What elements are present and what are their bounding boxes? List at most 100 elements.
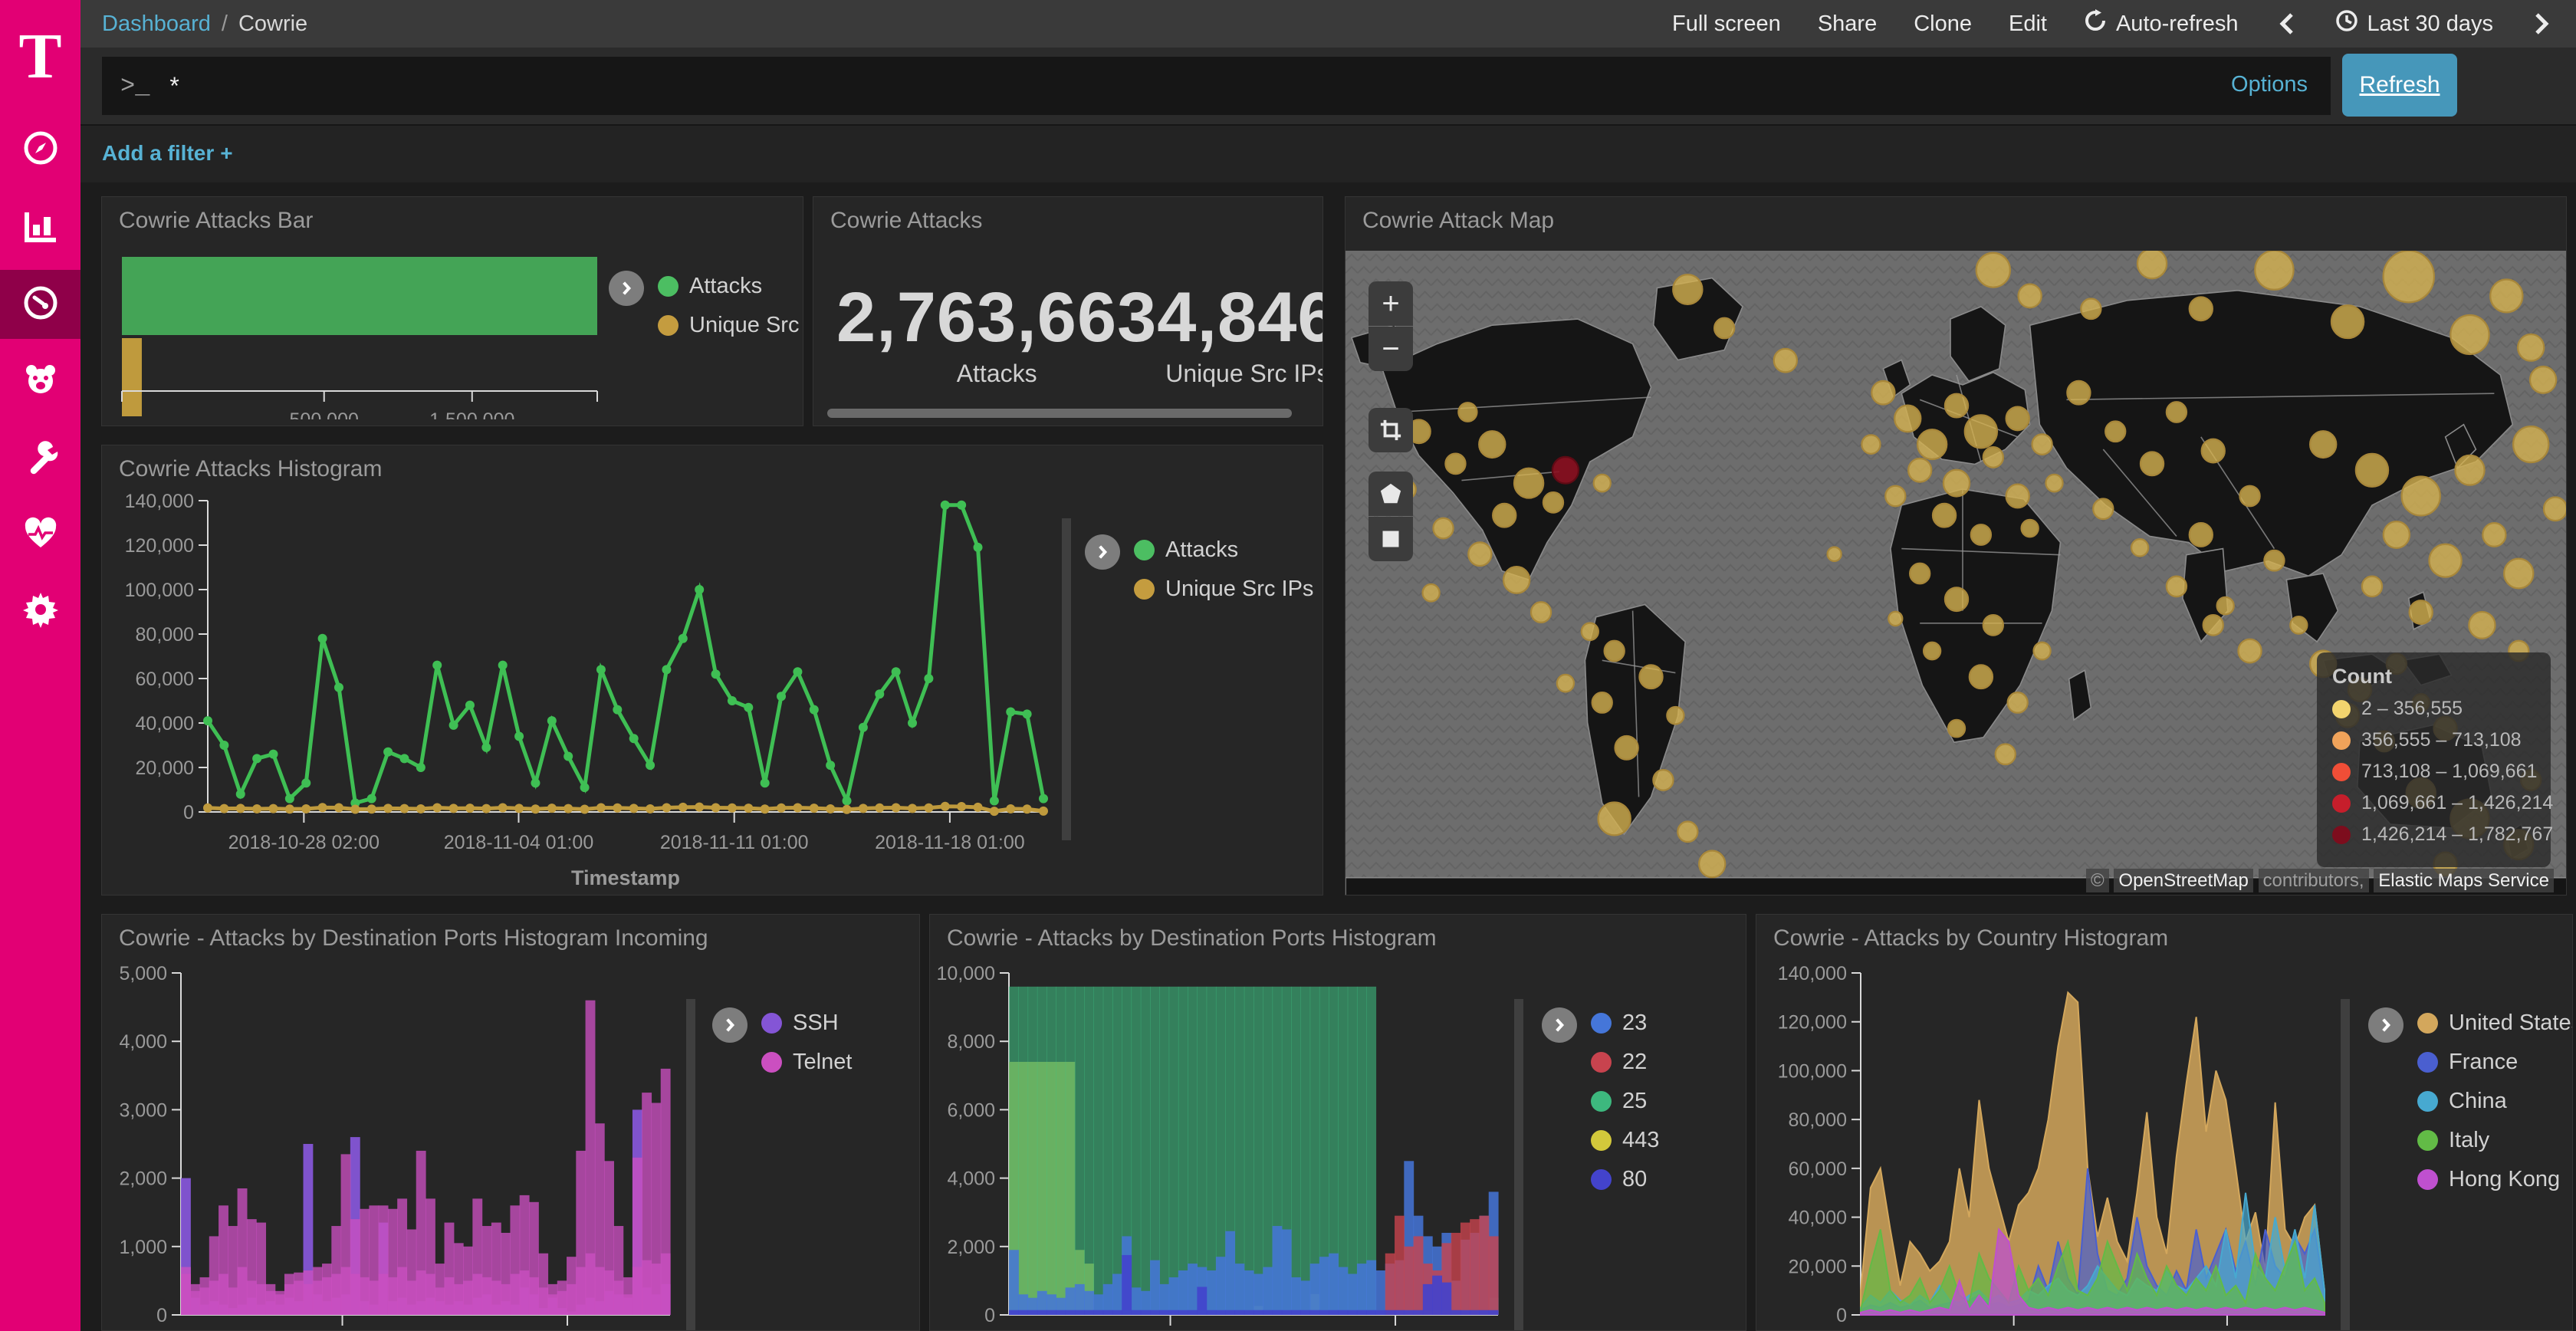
legend-item[interactable]: 23	[1591, 1011, 1659, 1036]
attacks-histogram-chart[interactable]: 0 20,000 40,000 60,000 80,000 100,000 120,000 1…	[110, 490, 1053, 889]
svg-text:80,000: 80,000	[136, 624, 194, 646]
share-button[interactable]: Share	[1817, 11, 1878, 36]
legend-item[interactable]: 25	[1591, 1089, 1659, 1114]
legend-label: 2 – 356,555	[2361, 698, 2463, 719]
svg-text:5,000: 5,000	[119, 963, 167, 984]
svg-text:140,000: 140,000	[125, 491, 194, 512]
world-map[interactable]	[1346, 251, 2566, 895]
sidebar-item-monitoring[interactable]	[0, 500, 80, 569]
breadcrumb-dashboard-link[interactable]: Dashboard	[102, 11, 211, 36]
auto-refresh-button[interactable]: Auto-refresh	[2084, 9, 2239, 38]
map-zoom-out-button[interactable]: −	[1368, 327, 1413, 371]
svg-text:140,000: 140,000	[1778, 963, 1847, 984]
panel-cowrie-attacks-bar: Cowrie Attacks Bar 500,000 1,500,000 Atta…	[101, 196, 803, 426]
metric-attacks: 2,763,663 Attacks	[836, 278, 1157, 388]
edit-button[interactable]: Edit	[2008, 11, 2047, 36]
legend-item[interactable]: Unique Src IPs	[1134, 577, 1313, 602]
legend-label: France	[2449, 1050, 2518, 1074]
time-back-button[interactable]	[2275, 12, 2298, 35]
legend-label: Italy	[2449, 1128, 2490, 1152]
sidebar-item-management[interactable]	[0, 577, 80, 646]
svg-text:100,000: 100,000	[1778, 1060, 1847, 1082]
map-legend-item: 1,426,214 – 1,782,767	[2332, 823, 2553, 846]
legend-item[interactable]: 22	[1591, 1050, 1659, 1075]
legend-color-dot	[2417, 1091, 2438, 1112]
svg-text:6,000: 6,000	[947, 1099, 995, 1121]
time-forward-button[interactable]	[2530, 12, 2553, 35]
add-filter-button[interactable]: Add a filter +	[102, 141, 233, 165]
sidebar-item-dev-tools[interactable]	[0, 423, 80, 492]
legend-item[interactable]: 80	[1591, 1167, 1659, 1192]
full-screen-button[interactable]: Full screen	[1671, 11, 1781, 36]
plus-icon: +	[220, 141, 233, 165]
elastic-maps-link[interactable]: Elastic Maps Service	[2374, 869, 2554, 892]
map-draw-rectangle-button[interactable]	[1368, 517, 1413, 561]
legend-toggle-button[interactable]	[1085, 534, 1120, 570]
attack-map[interactable]: + − Count 2 – 356,555 356,555 – 713,108 71…	[1346, 251, 2566, 895]
sidebar-item-dashboard[interactable]	[0, 270, 80, 339]
metric-unique-src-ips: 4,846 Unique Src IPs	[1157, 278, 1323, 388]
svg-text:2,000: 2,000	[119, 1168, 167, 1190]
gear-icon	[22, 591, 59, 632]
sidebar-item-visualize[interactable]	[0, 193, 80, 262]
refresh-button[interactable]: Refresh	[2342, 54, 2457, 117]
top-nav-bar: Dashboard / Cowrie Full screen Share Clo…	[80, 0, 2576, 48]
legend-title: Count	[2332, 665, 2392, 688]
legend-item[interactable]: Italy	[2417, 1128, 2572, 1153]
legend-label: 1,426,214 – 1,782,767	[2361, 823, 2554, 845]
polygon-icon	[1380, 483, 1401, 504]
legend-item[interactable]: SSH	[761, 1011, 852, 1036]
legend-item[interactable]: Unique Src IPs	[658, 313, 803, 338]
legend-item[interactable]: China	[2417, 1089, 2572, 1114]
clone-button[interactable]: Clone	[1914, 11, 1972, 36]
map-draw-polygon-button[interactable]	[1368, 472, 1413, 516]
legend-scrollbar[interactable]	[2341, 999, 2350, 1330]
sidebar-item-discover[interactable]	[0, 115, 80, 184]
refresh-cycle-icon	[2084, 9, 2107, 38]
search-query-input[interactable]: >_ *	[102, 57, 2331, 115]
attacks-bar-chart[interactable]: 500,000 1,500,000	[116, 243, 606, 419]
legend-toggle-button[interactable]	[712, 1007, 748, 1043]
legend-label: 80	[1622, 1167, 1648, 1191]
horizontal-scrollbar[interactable]	[827, 409, 1292, 418]
legend-item[interactable]: United States	[2417, 1011, 2572, 1036]
heartbeat-icon	[22, 514, 59, 555]
legend-label: Unique Src IPs	[1165, 577, 1314, 601]
rectangle-icon	[1382, 531, 1399, 547]
panel-title: Cowrie Attacks Histogram	[119, 456, 383, 481]
map-fit-bounds-button[interactable]	[1368, 408, 1413, 452]
legend-toggle-button[interactable]	[2368, 1007, 2404, 1043]
legend-scrollbar[interactable]	[1514, 999, 1523, 1330]
metric-label: Unique Src IPs	[1165, 360, 1323, 387]
legend-scrollbar[interactable]	[686, 999, 695, 1330]
terminal-prompt-icon: >_	[120, 71, 150, 100]
clock-icon	[2335, 9, 2358, 38]
breadcrumb: Dashboard / Cowrie	[102, 12, 307, 37]
time-range-picker[interactable]: Last 30 days	[2335, 9, 2493, 38]
map-zoom-in-button[interactable]: +	[1368, 281, 1413, 326]
legend-item[interactable]: 443	[1591, 1128, 1659, 1153]
legend-toggle-button[interactable]	[609, 271, 644, 306]
legend-item[interactable]: France	[2417, 1050, 2572, 1075]
bar-chart-icon	[22, 208, 59, 248]
svg-text:2018-11-11 01:00: 2018-11-11 01:00	[660, 832, 809, 853]
svg-text:10,000: 10,000	[937, 963, 995, 984]
filter-bar: Add a filter +	[80, 124, 2576, 182]
openstreetmap-link[interactable]: OpenStreetMap	[2114, 869, 2253, 892]
legend-scrollbar[interactable]	[1062, 518, 1071, 840]
query-value: *	[169, 71, 179, 100]
legend-label: 443	[1622, 1128, 1660, 1152]
legend-item[interactable]: Hong Kong	[2417, 1167, 2572, 1192]
sidebar-item-timelion[interactable]	[0, 347, 80, 416]
options-link[interactable]: Options	[2231, 72, 2308, 97]
country-histogram-chart[interactable]: 0 20,000 40,000 60,000 80,000 100,000 120,000 1…	[1763, 962, 2334, 1331]
legend-item[interactable]: Telnet	[761, 1050, 852, 1075]
legend-toggle-button[interactable]	[1542, 1007, 1577, 1043]
metric-value: 2,763,663	[836, 278, 1158, 357]
legend-item[interactable]: Attacks	[658, 274, 803, 299]
lion-face-icon	[22, 361, 59, 402]
legend-color-dot	[761, 1052, 782, 1073]
legend-item[interactable]: Attacks	[1134, 537, 1313, 563]
